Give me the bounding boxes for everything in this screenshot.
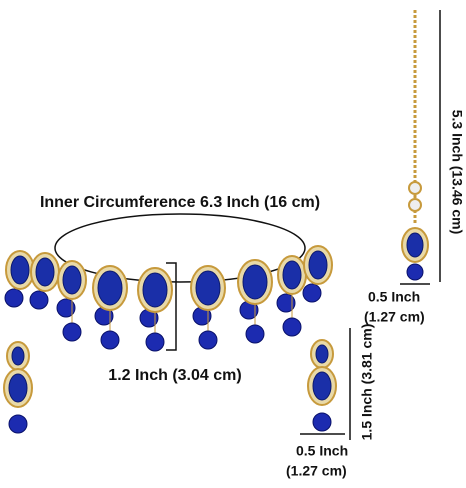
blue-bead bbox=[302, 283, 322, 303]
blue-stone bbox=[308, 250, 328, 280]
blue-bead bbox=[8, 414, 28, 434]
blue-bead bbox=[56, 298, 76, 318]
blue-bead bbox=[4, 288, 24, 308]
circumference-label: Inner Circumference 6.3 Inch (16 cm) bbox=[40, 194, 320, 211]
pendant-height-label: 1.2 Inch (3.04 cm) bbox=[108, 367, 241, 384]
tikka-width-label: (1.27 cm) bbox=[364, 309, 425, 325]
blue-stone bbox=[282, 260, 302, 290]
earring-length-label: 1.5 Inch (3.81 cm) bbox=[359, 324, 375, 441]
tikka-length-label: 5.3 Inch (13.46 cm) bbox=[449, 110, 465, 235]
blue-bead bbox=[100, 330, 120, 350]
blue-stone bbox=[35, 257, 55, 287]
pendant-bracket bbox=[166, 262, 177, 351]
tikka-width-label: 0.5 Inch bbox=[368, 289, 420, 305]
blue-bead bbox=[145, 332, 165, 352]
jewelry bbox=[3, 10, 429, 434]
blue-bead bbox=[245, 324, 265, 344]
blue-bead bbox=[312, 412, 332, 432]
blue-stone bbox=[97, 270, 123, 306]
blue-stone bbox=[11, 346, 25, 366]
earring-width-label: 0.5 Inch bbox=[296, 443, 348, 459]
blue-stone bbox=[312, 371, 332, 401]
blue-bead bbox=[406, 263, 424, 281]
blue-bead bbox=[282, 317, 302, 337]
blue-bead bbox=[198, 330, 218, 350]
blue-stone bbox=[242, 264, 268, 300]
blue-bead bbox=[29, 290, 49, 310]
blue-stone bbox=[315, 344, 329, 364]
blue-stone bbox=[406, 232, 424, 258]
blue-bead bbox=[62, 322, 82, 342]
stone bbox=[408, 181, 422, 195]
blue-stone bbox=[10, 255, 30, 285]
blue-stone bbox=[195, 270, 221, 306]
stone bbox=[408, 198, 422, 212]
circumference-outline bbox=[54, 213, 306, 283]
blue-stone bbox=[142, 272, 168, 308]
blue-bead bbox=[276, 293, 296, 313]
blue-stone bbox=[8, 373, 28, 403]
blue-stone bbox=[62, 265, 82, 295]
earring-width-label: (1.27 cm) bbox=[286, 463, 347, 479]
